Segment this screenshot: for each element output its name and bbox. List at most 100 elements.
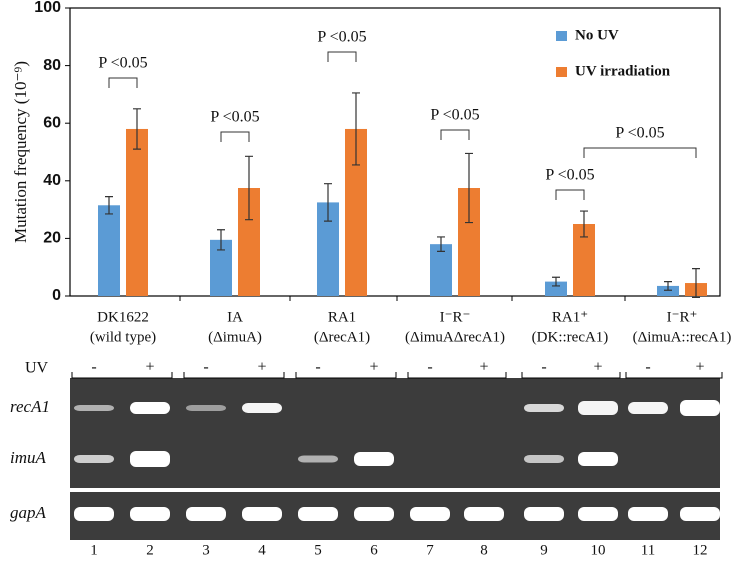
x-tick-label: I⁻R⁺ (667, 309, 698, 325)
gel-band (130, 507, 170, 521)
lane-number: 12 (693, 542, 708, 558)
gel-band (524, 507, 564, 521)
gel-band (464, 507, 504, 521)
lane-number: 6 (370, 542, 378, 558)
gel-band (354, 507, 394, 521)
significance-bracket (555, 189, 585, 200)
gel-band (298, 455, 338, 463)
significance-bracket (220, 131, 250, 142)
x-tick-sublabel: (ΔrecA1) (314, 329, 370, 345)
x-tick-sublabel: (ΔimuA::recA1) (633, 329, 732, 345)
row-label: imuA (10, 448, 47, 467)
plot-frame (69, 7, 721, 297)
gel-band (680, 400, 720, 416)
treatment-label: - (203, 359, 208, 376)
lane-number: 7 (426, 542, 434, 558)
gel-band (74, 507, 114, 521)
gel-panel (70, 378, 720, 488)
treatment-label: + (479, 359, 488, 376)
y-tick-label: 80 (43, 57, 61, 74)
y-tick-label: 20 (43, 230, 61, 247)
gel-band (680, 507, 720, 521)
error-bar (324, 183, 332, 222)
treatment-label: - (315, 359, 320, 376)
error-bar (105, 196, 113, 215)
gel-band (298, 507, 338, 521)
error-bar (217, 229, 225, 251)
error-bar (552, 276, 560, 287)
lane-bracket (183, 372, 285, 379)
bar (210, 239, 232, 296)
error-bar (692, 268, 700, 299)
bar (430, 244, 452, 296)
lane-bracket (521, 372, 621, 379)
y-tick-label: 0 (52, 287, 61, 304)
bar (657, 285, 679, 296)
lane-number: 9 (540, 542, 548, 558)
significance-bracket (583, 147, 697, 158)
significance-label: P <0.05 (98, 55, 147, 72)
y-tick-label: 100 (34, 0, 61, 16)
lane-number: 8 (480, 542, 488, 558)
x-tick-sublabel: (ΔimuAΔrecA1) (405, 329, 505, 345)
lane-bracket (71, 372, 173, 379)
gel-band (578, 401, 618, 415)
legend-label: No UV (575, 27, 619, 43)
y-tick-label: 60 (43, 114, 61, 131)
gel-band (74, 405, 114, 411)
significance-label: P <0.05 (317, 29, 366, 46)
treatment-label: + (369, 359, 378, 376)
lane-bracket (625, 372, 723, 379)
gel-band (74, 455, 114, 463)
lane-bracket (295, 372, 397, 379)
lane-number: 4 (258, 542, 266, 558)
gel-band (354, 452, 394, 466)
y-axis-label: Mutation frequency (10⁻⁹) (11, 61, 30, 243)
error-bar (133, 108, 141, 150)
bar (345, 128, 367, 296)
uv-label: UV (25, 360, 49, 377)
treatment-label: - (427, 359, 432, 376)
error-bar (664, 281, 672, 291)
error-bar (465, 152, 473, 224)
treatment-label: + (257, 359, 266, 376)
treatment-label: - (91, 359, 96, 376)
x-tick-label: RA1⁺ (552, 309, 588, 325)
x-tick-label: IA (227, 309, 243, 325)
gel-band (524, 455, 564, 463)
gel-band (186, 507, 226, 521)
gel-band (130, 402, 170, 414)
x-tick-label: DK1622 (97, 309, 149, 325)
lane-number: 10 (591, 542, 606, 558)
x-tick-label: RA1 (328, 309, 356, 325)
lane-number: 3 (202, 542, 210, 558)
treatment-label: - (541, 359, 546, 376)
error-bar (245, 155, 253, 221)
lane-number: 1 (90, 542, 98, 558)
x-tick-label: I⁻R⁻ (440, 309, 471, 325)
bar (317, 202, 339, 296)
significance-label: P <0.05 (430, 107, 479, 124)
bar (98, 205, 120, 296)
gel-band (578, 452, 618, 466)
legend-label: UV irradiation (575, 63, 671, 79)
row-label: recA1 (10, 397, 50, 416)
gel-band (242, 403, 282, 413)
lane-number: 2 (146, 542, 154, 558)
x-tick-sublabel: (ΔimuA) (208, 329, 262, 345)
gel-band (524, 404, 564, 412)
significance-bracket (440, 129, 470, 140)
lane-number: 5 (314, 542, 322, 558)
significance-bracket (327, 51, 357, 62)
treatment-label: - (645, 359, 650, 376)
significance-bracket (108, 77, 138, 88)
legend-swatch (556, 67, 567, 77)
gel-band (130, 451, 170, 467)
significance-label: P <0.05 (615, 125, 664, 142)
error-bar (352, 92, 360, 166)
bar (126, 128, 148, 296)
legend-swatch (556, 31, 567, 41)
gel-band (410, 507, 450, 521)
significance-label: P <0.05 (210, 109, 259, 126)
